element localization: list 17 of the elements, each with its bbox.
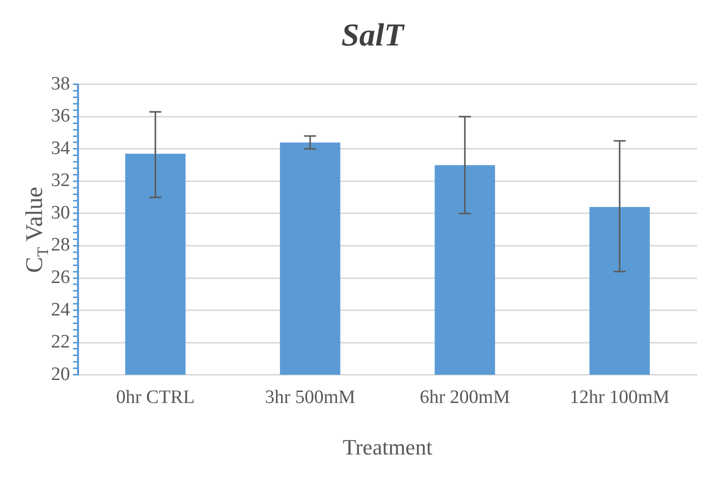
y-tick-label: 20 — [51, 364, 70, 385]
y-tick-label: 38 — [51, 73, 70, 94]
y-axis-title: CT Value — [22, 186, 52, 273]
chart-title: SalT — [341, 16, 406, 52]
x-tick-label: 6hr 200mM — [420, 387, 510, 408]
y-tick-label: 22 — [51, 332, 70, 353]
y-tick-label: 28 — [51, 234, 70, 256]
x-axis-title: Treatment — [342, 434, 432, 460]
y-tick-label: 32 — [51, 170, 70, 192]
x-tick-label: 3hr 500mM — [265, 387, 356, 408]
y-tick-label: 36 — [51, 106, 70, 127]
y-tick-label: 30 — [51, 202, 70, 224]
y-tick-label: 26 — [51, 266, 70, 288]
y-tick-label: 24 — [51, 299, 70, 320]
x-tick-label: 0hr CTRL — [116, 387, 195, 408]
x-tick-label: 12hr 100mM — [570, 387, 670, 408]
y-tick-label: 34 — [51, 138, 70, 159]
